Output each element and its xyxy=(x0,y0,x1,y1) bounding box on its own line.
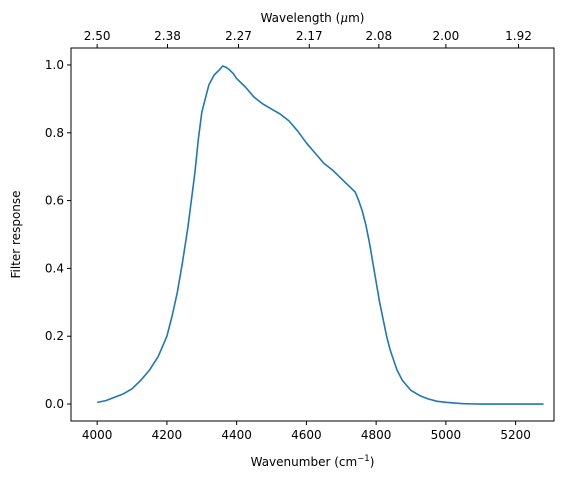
x-tick-label: 5000 xyxy=(431,428,462,442)
y-tick-label: 0.0 xyxy=(45,397,64,411)
x-tick-label: 4200 xyxy=(152,428,183,442)
x-tick-label: 4400 xyxy=(221,428,252,442)
series-line-0 xyxy=(97,65,544,405)
top-tick-label: 2.50 xyxy=(84,29,111,43)
top-tick-label: 1.92 xyxy=(505,29,532,43)
top-tick-label: 2.08 xyxy=(365,29,392,43)
y-axis-label: Filter response xyxy=(9,190,23,278)
x-axis-ticks: 4000 4200 4400 4600 4800 5000 5200 xyxy=(82,421,531,442)
axes-frame xyxy=(70,47,555,422)
y-tick-label: 1.0 xyxy=(45,58,64,72)
top-tick-label: 2.38 xyxy=(154,29,181,43)
top-tick-label: 2.27 xyxy=(225,29,252,43)
y-tick-label: 0.6 xyxy=(45,194,64,208)
y-tick-label: 0.8 xyxy=(45,126,64,140)
top-axis-label: Wavelength (μm) xyxy=(261,11,365,25)
x-axis-label: Wavenumber (cm−1) xyxy=(251,454,375,469)
y-tick-label: 0.4 xyxy=(45,261,64,275)
x-tick-label: 5200 xyxy=(500,428,531,442)
x-tick-label: 4000 xyxy=(82,428,113,442)
top-tick-label: 2.00 xyxy=(433,29,460,43)
y-tick-label: 0.2 xyxy=(45,329,64,343)
plot-area xyxy=(97,65,544,405)
x-tick-label: 4600 xyxy=(291,428,322,442)
top-tick-label: 2.17 xyxy=(296,29,323,43)
y-axis-ticks: 0.0 0.2 0.4 0.6 0.8 1.0 xyxy=(45,58,71,411)
top-axis-ticks: 2.50 2.38 2.27 2.17 2.08 2.00 1.92 xyxy=(84,29,532,48)
x-tick-label: 4800 xyxy=(361,428,392,442)
